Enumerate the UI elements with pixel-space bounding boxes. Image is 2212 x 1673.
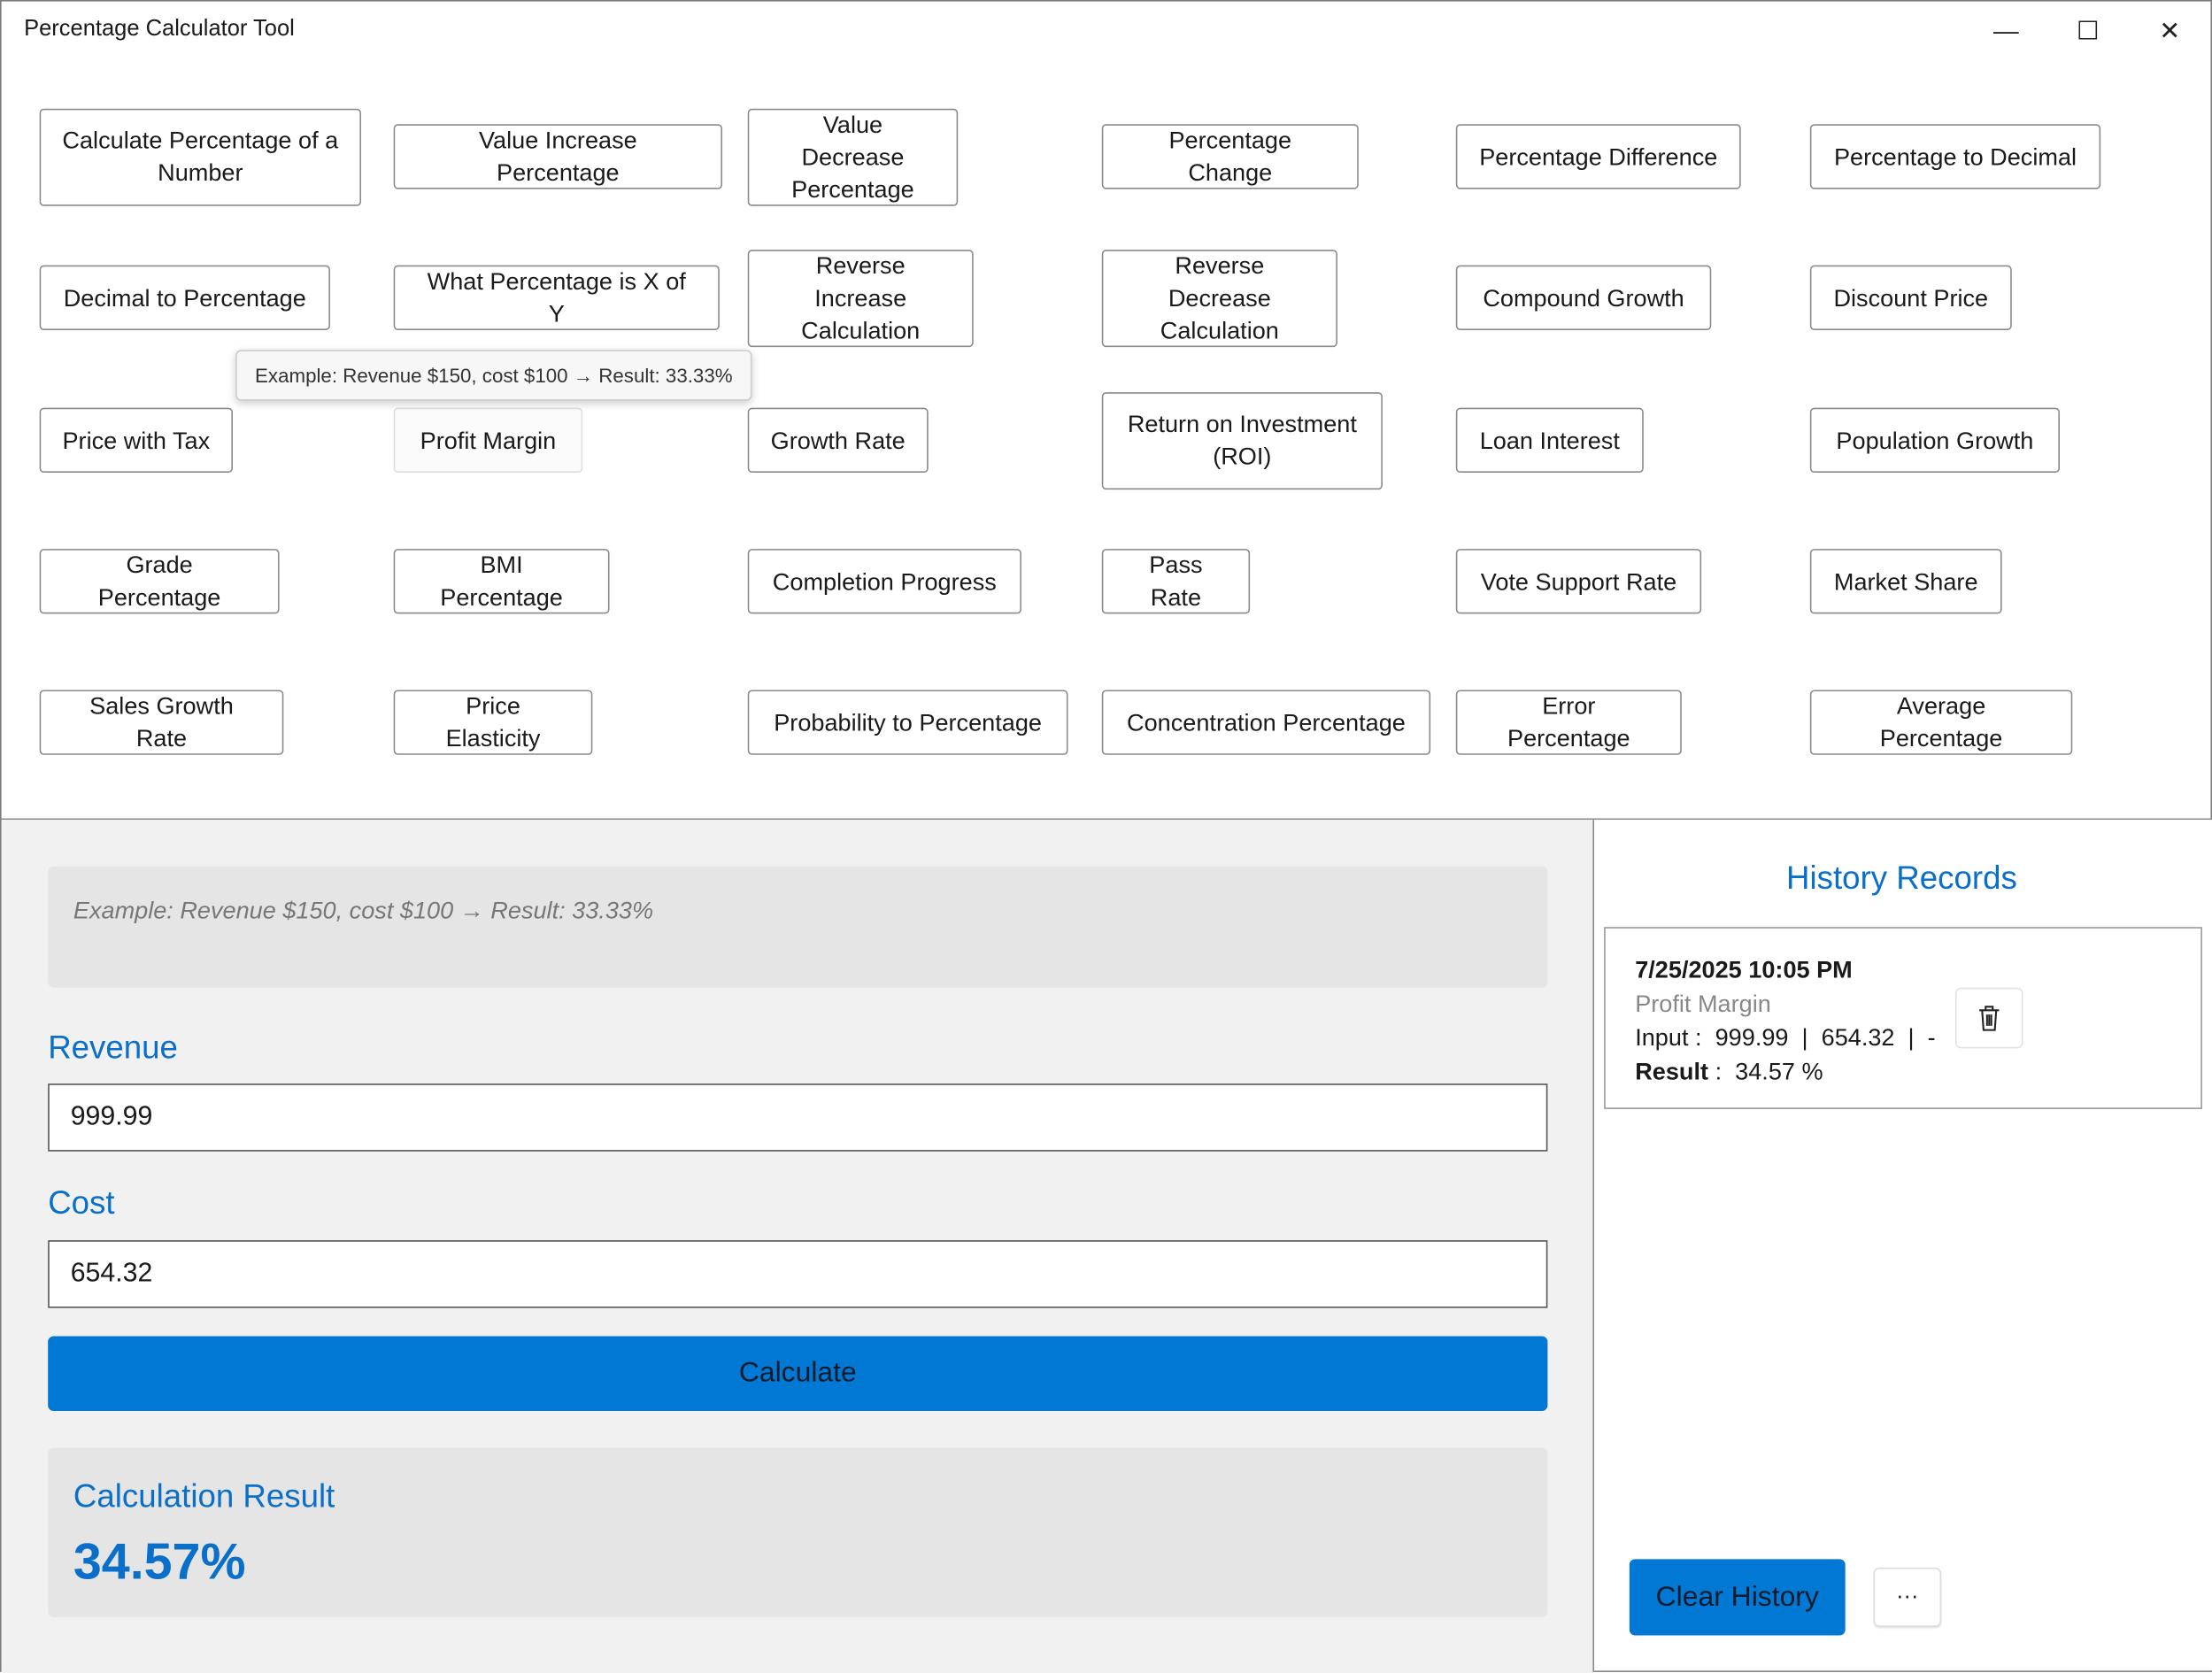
calc-button-grade-percentage[interactable]: Grade Percentage bbox=[39, 549, 280, 614]
revenue-input[interactable]: 999.99 bbox=[48, 1083, 1548, 1152]
calc-button-reverse-decrease-calculation[interactable]: Reverse Decrease Calculation bbox=[1101, 249, 1337, 347]
history-record: 7/25/2025 10:05 PM Profit Margin Input :… bbox=[1604, 927, 2202, 1109]
clear-history-button[interactable]: Clear History bbox=[1629, 1559, 1846, 1636]
calc-button-error-percentage[interactable]: Error Percentage bbox=[1455, 690, 1682, 755]
calc-button-population-growth[interactable]: Population Growth bbox=[1809, 407, 2060, 473]
calc-button-market-share[interactable]: Market Share bbox=[1809, 549, 2002, 614]
calc-button-decimal-to-percentage[interactable]: Decimal to Percentage bbox=[39, 265, 330, 330]
calc-button-calculate-percentage-of-a-number[interactable]: Calculate Percentage of a Number bbox=[39, 107, 362, 205]
calc-button-percentage-to-decimal[interactable]: Percentage to Decimal bbox=[1809, 124, 2101, 189]
calc-button-profit-margin[interactable]: Profit Margin bbox=[393, 407, 583, 473]
calc-button-concentration-percentage[interactable]: Concentration Percentage bbox=[1101, 690, 1431, 755]
result-title: Calculation Result bbox=[73, 1476, 335, 1515]
calc-button-loan-interest[interactable]: Loan Interest bbox=[1455, 407, 1644, 473]
trash-icon bbox=[1979, 1006, 2000, 1031]
window-title: Percentage Calculator Tool bbox=[24, 17, 295, 42]
close-icon[interactable]: ✕ bbox=[2159, 16, 2181, 45]
record-input: Input : 999.99 | 654.32 | - bbox=[1635, 1024, 1936, 1052]
calc-button-price-elasticity[interactable]: Price Elasticity bbox=[393, 690, 593, 755]
calc-button-bmi-percentage[interactable]: BMI Percentage bbox=[393, 549, 610, 614]
calc-button-compound-growth[interactable]: Compound Growth bbox=[1455, 265, 1712, 330]
record-result-label: Result bbox=[1635, 1058, 1709, 1085]
record-result: Result : 34.57 % bbox=[1635, 1058, 1823, 1085]
divider bbox=[1, 818, 2212, 821]
record-input-label: Input bbox=[1635, 1024, 1689, 1052]
calc-button-sales-growth-rate[interactable]: Sales Growth Rate bbox=[39, 690, 284, 755]
calc-button-discount-price[interactable]: Discount Price bbox=[1809, 265, 2012, 330]
calc-button-return-on-investment-roi[interactable]: Return on Investment (ROI) bbox=[1101, 391, 1383, 490]
example-hint-text: Example: Revenue $150, cost $100 → Resul… bbox=[73, 897, 654, 925]
revenue-label: Revenue bbox=[48, 1029, 178, 1066]
history-title: History Records bbox=[1786, 859, 2017, 897]
calc-button-reverse-increase-calculation[interactable]: Reverse Increase Calculation bbox=[747, 249, 974, 347]
calc-button-probability-to-percentage[interactable]: Probability to Percentage bbox=[747, 690, 1068, 755]
record-type: Profit Margin bbox=[1635, 990, 1771, 1018]
cost-input[interactable]: 654.32 bbox=[48, 1240, 1548, 1308]
record-timestamp: 7/25/2025 10:05 PM bbox=[1635, 956, 1853, 984]
maximize-icon[interactable]: ☐ bbox=[2076, 16, 2100, 45]
result-value: 34.57% bbox=[73, 1532, 246, 1591]
calc-button-percentage-change[interactable]: Percentage Change bbox=[1101, 124, 1359, 189]
calc-button-price-with-tax[interactable]: Price with Tax bbox=[39, 407, 233, 473]
calc-button-completion-progress[interactable]: Completion Progress bbox=[747, 549, 1021, 614]
calc-button-percentage-difference[interactable]: Percentage Difference bbox=[1455, 124, 1741, 189]
calc-button-vote-support-rate[interactable]: Vote Support Rate bbox=[1455, 549, 1702, 614]
tooltip: Example: Revenue $150, cost $100 → Resul… bbox=[235, 350, 752, 401]
minimize-icon[interactable]: — bbox=[1993, 16, 2019, 45]
calc-button-value-increase-percentage[interactable]: Value Increase Percentage bbox=[393, 124, 723, 189]
result-box: Calculation Result 34.57% bbox=[48, 1447, 1548, 1617]
calc-button-value-decrease-percentage[interactable]: Value Decrease Percentage bbox=[747, 107, 959, 205]
calc-button-what-percentage-is-x-of-y[interactable]: What Percentage is X of Y bbox=[393, 265, 720, 330]
calc-button-growth-rate[interactable]: Growth Rate bbox=[747, 407, 929, 473]
calc-button-average-percentage[interactable]: Average Percentage bbox=[1809, 690, 2073, 755]
more-options-button[interactable]: ··· bbox=[1873, 1567, 1942, 1627]
record-input-value: 999.99 | 654.32 | - bbox=[1715, 1024, 1936, 1052]
calc-button-pass-rate[interactable]: Pass Rate bbox=[1101, 549, 1251, 614]
calculate-button[interactable]: Calculate bbox=[48, 1336, 1548, 1411]
example-hint: Example: Revenue $150, cost $100 → Resul… bbox=[48, 866, 1548, 988]
record-result-value: 34.57 % bbox=[1735, 1058, 1823, 1085]
cost-label: Cost bbox=[48, 1183, 115, 1221]
delete-record-button[interactable] bbox=[1955, 987, 2023, 1049]
